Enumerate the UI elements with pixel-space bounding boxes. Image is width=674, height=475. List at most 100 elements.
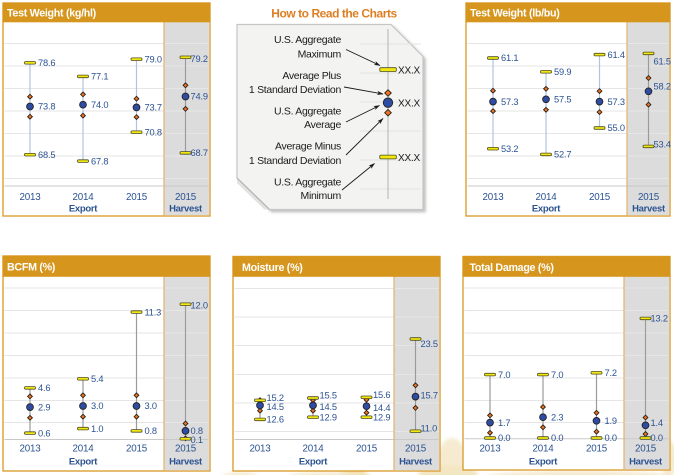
svg-text:1.7: 1.7 [498, 418, 510, 428]
svg-text:Export: Export [69, 457, 98, 468]
svg-text:12.9: 12.9 [320, 412, 337, 422]
svg-text:2014: 2014 [533, 444, 555, 455]
svg-text:78.6: 78.6 [38, 58, 55, 68]
svg-text:15.7: 15.7 [421, 390, 438, 400]
svg-text:Test Weight (lb/bu): Test Weight (lb/bu) [470, 7, 560, 19]
svg-text:57.3: 57.3 [501, 97, 518, 107]
svg-text:2015: 2015 [126, 444, 148, 455]
svg-text:Export: Export [69, 203, 98, 214]
svg-text:73.7: 73.7 [145, 103, 162, 113]
svg-text:2015: 2015 [586, 444, 608, 455]
svg-text:2014: 2014 [303, 444, 325, 455]
svg-text:2015: 2015 [405, 444, 427, 455]
svg-text:59.9: 59.9 [554, 67, 571, 77]
svg-text:Total Damage (%): Total Damage (%) [470, 262, 555, 274]
svg-text:2015: 2015 [126, 192, 148, 203]
svg-text:2015: 2015 [175, 444, 197, 455]
svg-text:53.2: 53.2 [501, 144, 518, 154]
svg-text:77.1: 77.1 [91, 72, 108, 82]
svg-text:Moisture (%): Moisture (%) [242, 262, 303, 274]
svg-text:2.3: 2.3 [551, 412, 563, 422]
svg-text:7.0: 7.0 [498, 370, 510, 380]
svg-text:Export: Export [529, 457, 558, 468]
svg-text:11.3: 11.3 [145, 307, 162, 317]
svg-text:Harvest: Harvest [169, 457, 203, 468]
svg-text:79.0: 79.0 [145, 54, 162, 64]
svg-text:2015: 2015 [175, 192, 197, 203]
svg-text:2013: 2013 [483, 192, 505, 203]
svg-text:2015: 2015 [356, 444, 378, 455]
svg-text:68.7: 68.7 [191, 148, 208, 158]
svg-text:73.8: 73.8 [38, 102, 55, 112]
svg-text:68.5: 68.5 [38, 150, 55, 160]
svg-text:0.6: 0.6 [38, 428, 50, 438]
svg-text:7.0: 7.0 [551, 370, 563, 380]
svg-text:61.1: 61.1 [501, 53, 518, 63]
svg-text:Harvest: Harvest [629, 457, 663, 468]
svg-text:Maximum: Maximum [298, 48, 342, 60]
svg-text:52.7: 52.7 [554, 150, 571, 160]
svg-text:Average Plus: Average Plus [282, 70, 341, 82]
svg-text:0.1: 0.1 [191, 435, 203, 445]
svg-text:2014: 2014 [73, 192, 95, 203]
svg-text:11.0: 11.0 [421, 423, 438, 433]
svg-text:XX.X: XX.X [398, 65, 421, 76]
svg-text:57.5: 57.5 [554, 95, 571, 105]
svg-text:2013: 2013 [480, 444, 502, 455]
svg-text:Test Weight (kg/hl): Test Weight (kg/hl) [7, 7, 97, 19]
svg-text:Average Minus: Average Minus [275, 141, 341, 153]
svg-text:Minimum: Minimum [301, 190, 342, 202]
svg-text:Export: Export [299, 457, 328, 468]
svg-text:14.5: 14.5 [267, 402, 284, 412]
svg-text:5.4: 5.4 [91, 374, 103, 384]
svg-text:Export: Export [532, 203, 561, 214]
svg-text:57.3: 57.3 [608, 97, 625, 107]
svg-text:58.2: 58.2 [654, 81, 671, 91]
svg-text:BCFM (%): BCFM (%) [7, 261, 56, 273]
svg-text:3.0: 3.0 [91, 401, 103, 411]
svg-text:2015: 2015 [635, 444, 657, 455]
svg-text:23.5: 23.5 [421, 339, 438, 349]
svg-text:Average: Average [304, 119, 341, 131]
svg-text:55.0: 55.0 [608, 123, 625, 133]
svg-text:1 Standard Deviation: 1 Standard Deviation [249, 155, 342, 167]
svg-text:15.5: 15.5 [320, 391, 337, 401]
svg-text:1 Standard Deviation: 1 Standard Deviation [249, 84, 342, 96]
svg-text:0.0: 0.0 [498, 433, 510, 443]
svg-text:12.6: 12.6 [267, 415, 284, 425]
svg-text:Harvest: Harvest [632, 203, 666, 214]
svg-text:1.9: 1.9 [605, 416, 617, 426]
svg-text:53.4: 53.4 [654, 140, 671, 150]
svg-text:12.0: 12.0 [191, 300, 208, 310]
svg-text:14.4: 14.4 [373, 403, 390, 413]
svg-text:13.2: 13.2 [651, 314, 668, 324]
svg-text:74.0: 74.0 [91, 100, 108, 110]
svg-text:2.9: 2.9 [38, 402, 50, 412]
svg-text:3.0: 3.0 [145, 401, 157, 411]
svg-text:7.2: 7.2 [605, 368, 617, 378]
svg-text:XX.X: XX.X [398, 99, 421, 110]
svg-text:14.5: 14.5 [320, 402, 337, 412]
svg-text:12.9: 12.9 [373, 412, 390, 422]
svg-text:2015: 2015 [638, 192, 660, 203]
svg-text:0.8: 0.8 [191, 426, 203, 436]
svg-text:15.6: 15.6 [373, 390, 390, 400]
svg-text:XX.X: XX.X [398, 153, 421, 164]
svg-text:0.0: 0.0 [651, 433, 663, 443]
svg-text:1.0: 1.0 [91, 424, 103, 434]
svg-text:2014: 2014 [536, 192, 558, 203]
svg-text:67.8: 67.8 [91, 156, 108, 166]
svg-text:U.S. Aggregate: U.S. Aggregate [274, 105, 341, 117]
svg-text:79.2: 79.2 [191, 54, 208, 64]
svg-text:0.0: 0.0 [551, 433, 563, 443]
svg-text:2014: 2014 [73, 444, 95, 455]
svg-text:2015: 2015 [589, 192, 611, 203]
svg-text:0.0: 0.0 [605, 433, 617, 443]
svg-text:61.5: 61.5 [654, 57, 671, 67]
svg-text:U.S. Aggregate: U.S. Aggregate [274, 176, 341, 188]
svg-text:2013: 2013 [20, 192, 42, 203]
svg-text:4.6: 4.6 [38, 383, 50, 393]
svg-text:2013: 2013 [250, 444, 272, 455]
svg-text:2013: 2013 [20, 444, 42, 455]
svg-text:How to Read the Charts: How to Read the Charts [271, 7, 397, 21]
